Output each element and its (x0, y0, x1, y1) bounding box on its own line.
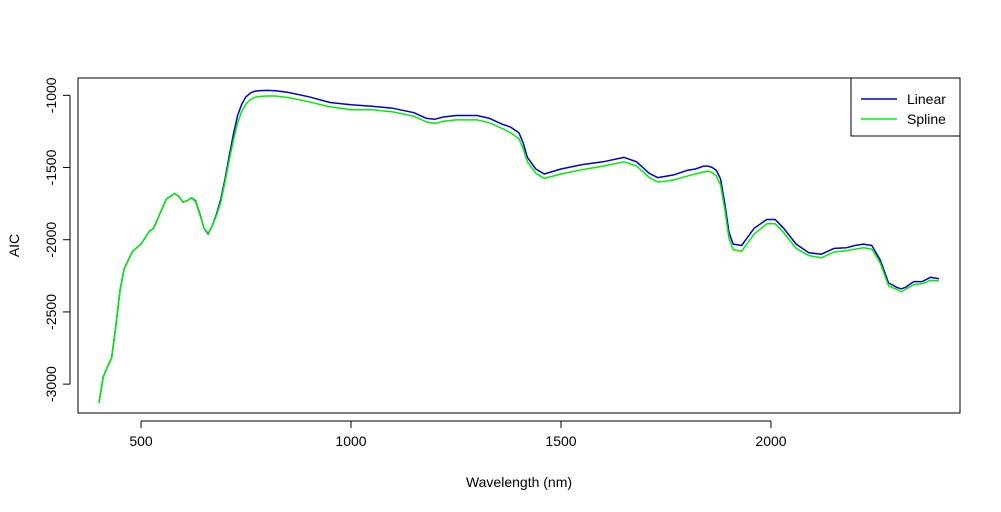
series-line-spline (98, 95, 940, 404)
x-tick-label: 1000 (335, 433, 366, 449)
series-line-linear (98, 89, 940, 404)
y-tick-label: -2000 (43, 222, 59, 258)
y-tick-label: -1000 (43, 77, 59, 113)
x-tick-label: 500 (129, 433, 153, 449)
x-tick-label: 1500 (545, 433, 576, 449)
series-layer (98, 89, 940, 404)
legend-label: Linear (907, 91, 946, 107)
legend: Linear Spline (850, 77, 961, 137)
y-tick-label: -3000 (43, 366, 59, 402)
y-tick-label: -2500 (43, 294, 59, 330)
legend-label: Spline (907, 111, 946, 127)
y-tick-label: -1500 (43, 149, 59, 185)
x-tick-label: 2000 (755, 433, 786, 449)
y-axis-label: AIC (6, 234, 22, 257)
plot-frame (77, 77, 961, 414)
x-axis: 500 1000 1500 2000 (129, 420, 787, 449)
x-axis-label: Wavelength (nm) (466, 474, 572, 490)
y-axis: -3000 -2500 -2000 -1500 -1000 (43, 77, 71, 402)
legend-box (850, 77, 961, 137)
